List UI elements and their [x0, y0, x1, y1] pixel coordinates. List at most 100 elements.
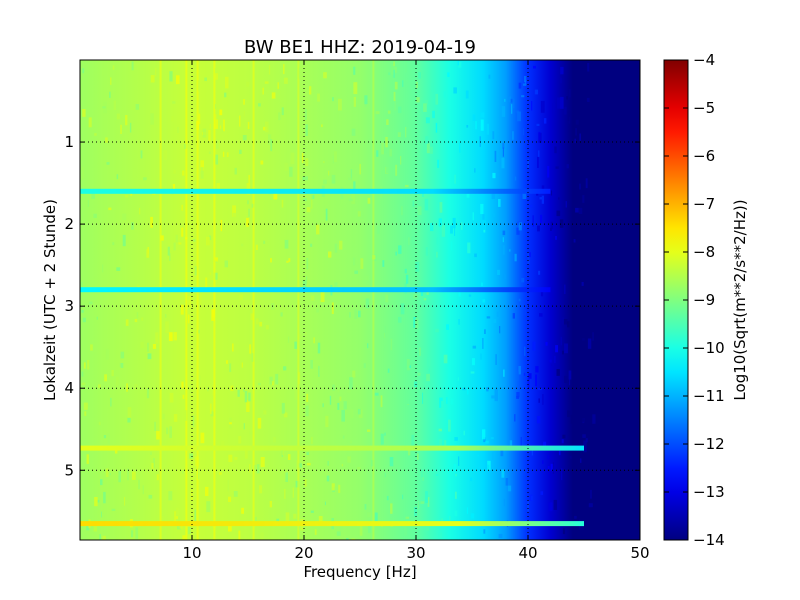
spectrogram-cell	[425, 117, 430, 124]
spectrogram-cell	[244, 449, 248, 459]
spectrogram-cell	[302, 176, 305, 181]
spectrogram-cell	[450, 241, 453, 251]
spectrogram-cell	[337, 387, 340, 393]
spectrogram-cell	[388, 72, 391, 76]
spectrogram-cell	[331, 174, 336, 184]
spectrogram-cell	[529, 204, 533, 208]
spectrogram-cell	[561, 439, 564, 444]
spectrogram-cell	[134, 384, 138, 390]
spectrogram-cell	[552, 462, 555, 474]
spectrogram-cell	[460, 222, 463, 230]
spectrogram-cell	[533, 65, 536, 69]
spectrogram-cell	[569, 455, 572, 459]
spectrogram-cell	[306, 452, 309, 455]
spectrogram-cell	[249, 464, 251, 473]
spectrogram-cell	[228, 525, 232, 532]
spectrogram-cell	[581, 282, 584, 286]
spectrogram-cell	[424, 99, 428, 105]
spectrogram-cell	[353, 181, 356, 194]
spectrogram-cell	[87, 360, 90, 370]
spectrogram-cell	[541, 185, 545, 190]
spectrogram-cell	[538, 131, 541, 141]
spectrogram-cell	[256, 464, 260, 474]
spectrogram-cell	[198, 329, 200, 334]
spectrogram-cell	[102, 515, 105, 519]
spectrogram-cell	[542, 394, 544, 405]
spectrogram-cell	[263, 240, 266, 244]
spectrogram-cell	[582, 195, 585, 203]
spectrogram-cell	[84, 411, 87, 416]
spectrogram-cell	[425, 491, 428, 503]
spectrogram-cell	[82, 109, 86, 117]
spectrogram-cell	[516, 392, 520, 398]
spectrogram-cell	[367, 197, 371, 204]
spectrogram-cell	[573, 500, 576, 505]
spectrogram-cell	[466, 125, 469, 128]
spectrogram-cell	[515, 110, 519, 113]
spectrogram-cell	[407, 399, 410, 404]
spectrogram-cell	[402, 494, 404, 500]
spectrogram-cell	[110, 479, 114, 489]
spectrogram-cell	[474, 253, 477, 258]
spectrogram-cell	[536, 416, 541, 424]
spectrogram-cell	[409, 365, 412, 368]
spectrogram-cell	[565, 201, 567, 208]
spectrogram-cell	[382, 260, 385, 267]
spectrogram-cell	[435, 93, 439, 105]
spectrogram-cell	[422, 193, 424, 197]
spectrogram-cell	[391, 64, 395, 75]
horizontal-events	[80, 188, 584, 527]
spectrogram-cell	[246, 217, 249, 227]
spectrogram-cell	[560, 66, 564, 75]
spectrogram-cell	[309, 86, 312, 95]
spectrogram-cell	[381, 170, 386, 181]
spectrogram-cell	[589, 104, 594, 109]
y-tick-label: 1	[64, 133, 74, 151]
spectrogram-cell	[560, 336, 562, 346]
y-axis-label: Lokalzeit (UTC + 2 Stunde)	[41, 199, 59, 401]
spectrogram-cell	[386, 119, 389, 125]
spectrogram-cell	[246, 81, 250, 87]
spectrogram-cell	[176, 507, 179, 515]
spectrogram-cell	[181, 204, 183, 211]
spectrogram-cell	[220, 440, 225, 449]
spectrogram-cell	[567, 410, 571, 418]
spectrogram-cell	[347, 389, 351, 393]
spectrogram-cell	[405, 127, 407, 138]
spectrogram-cell	[248, 392, 251, 402]
spectrogram-cell	[337, 402, 340, 410]
spectrogram-cell	[263, 126, 267, 131]
spectrogram-cell	[427, 497, 430, 507]
spectrogram-cell	[534, 89, 538, 95]
spectrogram-cell	[328, 251, 332, 258]
spectrogram-cell	[250, 313, 254, 321]
spectrogram-cell	[242, 135, 247, 141]
spectrogram-cell	[398, 245, 402, 254]
spectrogram-cell	[428, 368, 430, 373]
spectrogram-cell	[260, 532, 264, 540]
spectrogram-cell	[230, 385, 234, 392]
spectrogram-cell	[393, 69, 395, 78]
spectrogram-cell	[593, 149, 596, 158]
spectrogram-cell	[359, 211, 364, 219]
spectrogram-cell	[328, 170, 330, 176]
spectrogram-cell	[135, 104, 140, 110]
spectrogram-cell	[501, 157, 505, 169]
spectrogram-cell	[419, 347, 421, 356]
spectrogram-cell	[325, 208, 328, 221]
spectrogram-cell	[528, 373, 532, 379]
spectrogram-cell	[134, 319, 138, 323]
spectrogram-cell	[586, 97, 590, 102]
spectrogram-cell	[570, 414, 575, 424]
spectrogram-cell	[483, 529, 486, 534]
spectrogram-cell	[365, 275, 369, 281]
spectrogram-cell	[306, 393, 309, 402]
spectrogram-cell	[458, 456, 460, 466]
spectrogram-cell	[444, 440, 447, 448]
spectrogram-cell	[425, 247, 428, 256]
spectrogram-cell	[550, 227, 552, 231]
spectrogram-cell	[197, 375, 201, 385]
spectrogram-cell	[110, 397, 112, 407]
spectrogram-cell	[343, 401, 347, 410]
spectrogram-cell	[458, 319, 460, 325]
